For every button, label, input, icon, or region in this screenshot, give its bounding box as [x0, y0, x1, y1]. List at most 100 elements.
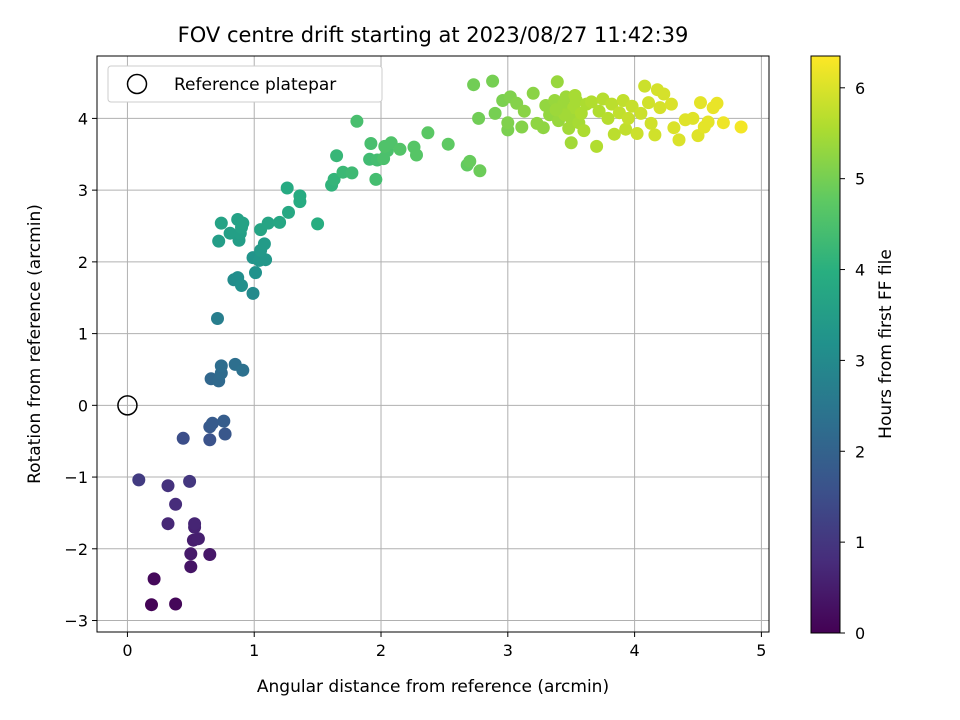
data-point — [257, 237, 271, 251]
y-tick-label: 4 — [78, 109, 88, 128]
data-point — [526, 86, 540, 100]
data-point — [184, 547, 198, 561]
data-point — [577, 124, 591, 138]
y-tick-label: 2 — [78, 253, 88, 272]
data-point — [568, 89, 582, 102]
data-point — [327, 172, 341, 186]
data-point — [183, 474, 197, 488]
data-point — [657, 87, 671, 101]
data-point — [212, 234, 226, 248]
data-point — [701, 115, 715, 129]
data-point — [630, 127, 644, 140]
y-tick-label: 1 — [78, 325, 88, 344]
data-point — [273, 215, 287, 229]
data-point — [345, 166, 359, 180]
x-tick-label: 0 — [122, 641, 132, 660]
x-tick-label: 1 — [249, 641, 259, 660]
legend-box — [107, 65, 383, 103]
colorbar-label: Hours from first FF file — [876, 249, 896, 439]
colorbar-tick-label: 3 — [855, 351, 865, 370]
x-tick-label: 3 — [503, 641, 513, 660]
data-point — [564, 136, 578, 150]
y-axis-ticks: −3 −2 −1 0 1 2 3 4 — [64, 109, 97, 631]
data-point — [145, 598, 158, 612]
colorbar-tick-label: 0 — [855, 624, 865, 643]
data-point — [235, 279, 248, 292]
data-point — [203, 433, 217, 447]
data-point — [672, 133, 686, 147]
data-point — [410, 148, 423, 162]
colorbar-tick-label: 5 — [855, 170, 865, 189]
data-point — [710, 96, 724, 110]
data-point — [236, 363, 250, 377]
colorbar: 0 1 2 3 4 5 6 Hours from first FF file — [810, 55, 896, 643]
data-point — [515, 120, 529, 134]
plot-frame — [96, 55, 770, 633]
data-point — [486, 74, 500, 88]
data-point — [205, 416, 219, 430]
data-point — [536, 121, 550, 135]
data-point — [472, 111, 486, 125]
data-point — [625, 99, 639, 113]
data-point — [644, 116, 658, 130]
data-point — [217, 414, 231, 428]
data-point — [169, 597, 183, 611]
colorbar-tick-label: 1 — [855, 533, 865, 552]
data-point — [330, 149, 344, 163]
data-point — [648, 128, 662, 142]
data-point — [550, 75, 564, 89]
colorbar-tick-label: 4 — [855, 261, 865, 280]
y-tick-label: 0 — [78, 396, 88, 415]
data-point — [716, 116, 730, 130]
data-point — [601, 111, 615, 125]
colorbar-tick-label: 2 — [855, 442, 865, 461]
data-point — [176, 431, 190, 445]
data-point — [621, 111, 635, 125]
data-point — [638, 79, 652, 93]
chart-title: FOV centre drift starting at 2023/08/27 … — [178, 23, 689, 47]
data-point — [607, 127, 621, 141]
data-point — [686, 111, 700, 125]
reference-marker — [117, 395, 138, 416]
data-point — [549, 103, 563, 117]
x-tick-label: 5 — [756, 641, 766, 660]
data-point — [280, 181, 294, 195]
colorbar-gradient — [810, 55, 841, 634]
colorbar-ticks: 0 1 2 3 4 5 6 — [840, 79, 865, 643]
colorbar-tick-label: 6 — [855, 79, 865, 98]
x-axis-label: Angular distance from reference (arcmin) — [257, 677, 609, 697]
data-point — [393, 142, 407, 156]
data-point — [293, 189, 307, 203]
y-tick-label: −2 — [64, 540, 88, 559]
data-point — [473, 164, 487, 178]
data-point — [214, 359, 228, 373]
data-point — [214, 216, 228, 230]
data-point — [488, 106, 502, 120]
data-point — [562, 121, 576, 135]
data-point — [634, 106, 648, 120]
data-point — [664, 97, 678, 111]
data-point — [605, 97, 619, 111]
data-point — [642, 96, 655, 110]
data-point — [590, 139, 604, 153]
data-point — [467, 78, 481, 92]
legend-marker — [126, 73, 148, 95]
y-tick-label: −1 — [64, 468, 88, 487]
data-point — [261, 216, 275, 230]
data-point — [147, 572, 161, 586]
grid-lines — [97, 56, 769, 632]
data-point — [246, 286, 260, 300]
data-point — [585, 95, 598, 109]
legend: Reference platepar — [107, 65, 383, 103]
x-tick-label: 2 — [376, 641, 386, 660]
data-point — [463, 154, 477, 168]
data-point — [694, 96, 707, 110]
data-point — [223, 226, 237, 240]
data-point — [161, 517, 175, 531]
data-point — [653, 101, 667, 115]
data-point — [184, 560, 198, 574]
data-point — [517, 104, 531, 118]
data-point — [592, 104, 606, 118]
y-tick-label: −3 — [64, 612, 88, 631]
